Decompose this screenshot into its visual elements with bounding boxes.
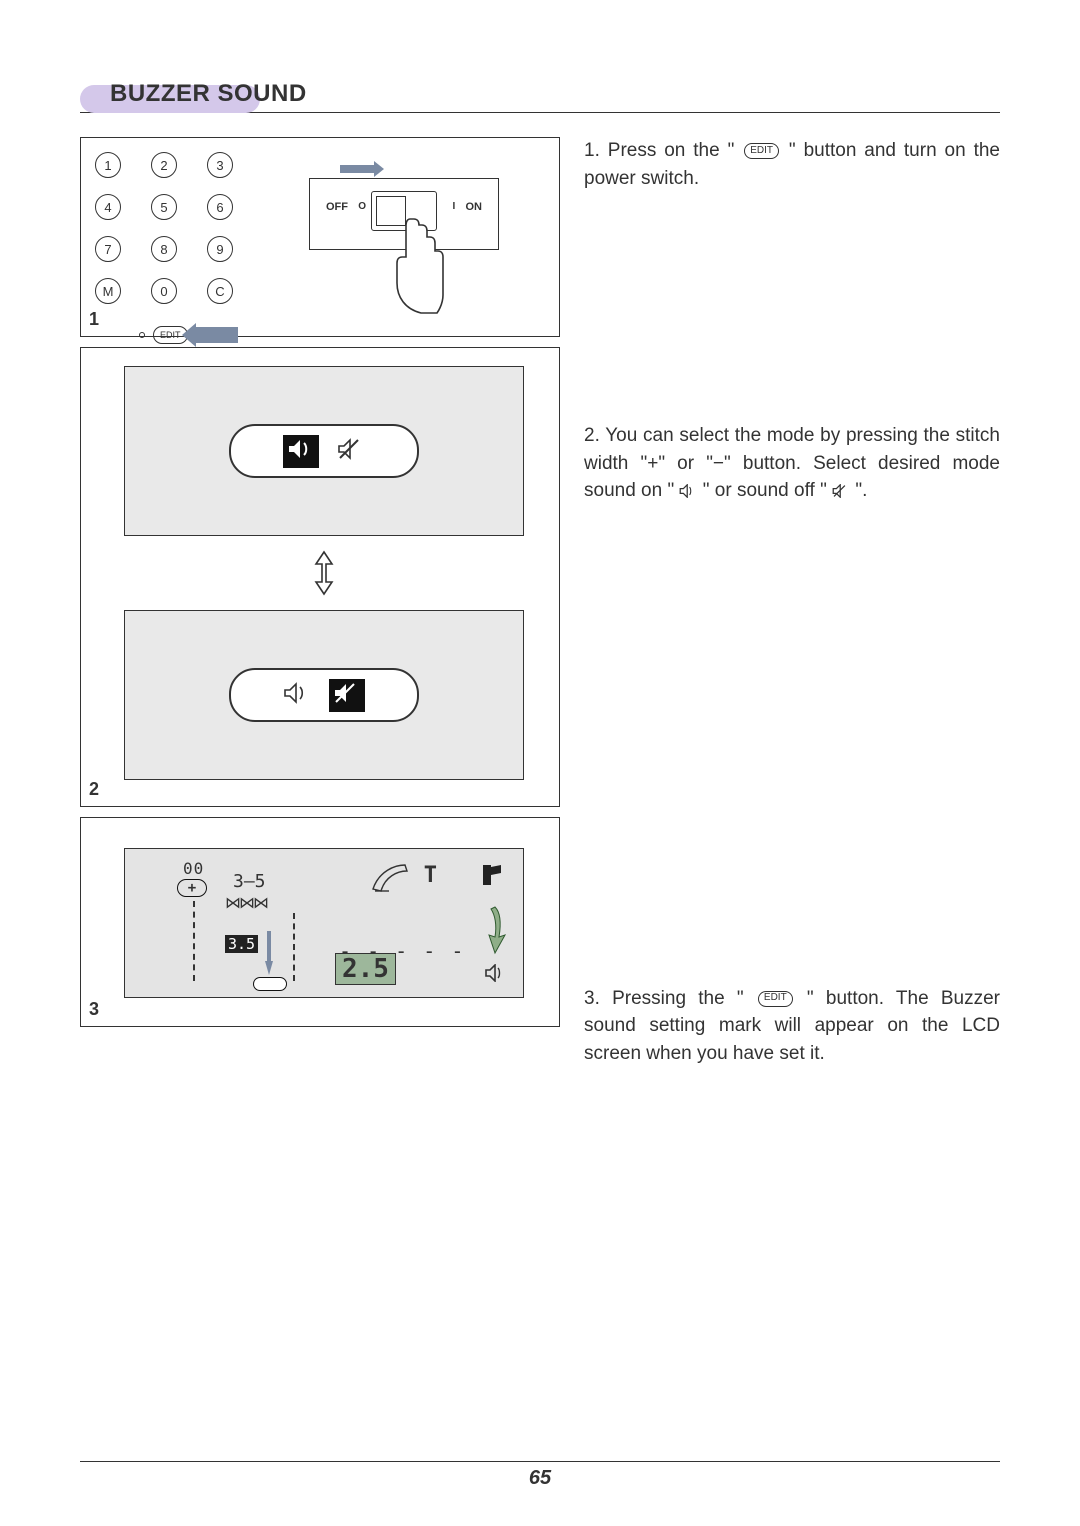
key-9[interactable]: 9 [207,236,233,262]
lcd-width-value: 3.5 [225,935,258,953]
panel-3: 00 + 3–5 ⋈⋈⋈ T 3.5 [80,817,560,1027]
panel-2-number: 2 [89,779,99,800]
edit-row: EDIT [95,320,241,350]
keypad: 1 2 3 4 5 6 7 8 9 M 0 C EDIT [95,152,241,326]
step-2-text: 2. You can select the mode by pressing t… [584,422,1000,505]
lcd-chain: ⋈⋈⋈ [225,893,267,912]
key-5[interactable]: 5 [151,194,177,220]
key-0[interactable]: 0 [151,278,177,304]
arrow-right-icon [340,165,374,173]
key-3[interactable]: 3 [207,152,233,178]
presser-foot-icon [369,861,411,895]
content-columns: 1 2 3 4 5 6 7 8 9 M 0 C EDIT [80,137,1000,1067]
sound-off-icon [329,679,365,712]
plus-button-icon: + [177,879,207,897]
updown-arrow-icon [312,550,336,596]
lcd-dash-2 [293,913,295,981]
key-2[interactable]: 2 [151,152,177,178]
green-arrow-icon [487,905,507,955]
step-2-num: 2. [584,425,600,446]
sound-mark-icon [485,964,507,987]
switch-frame: OFF O I ON [309,178,499,250]
key-4[interactable]: 4 [95,194,121,220]
lcd-range: 3–5 [233,871,266,892]
key-7[interactable]: 7 [95,236,121,262]
key-6[interactable]: 6 [207,194,233,220]
panel-1-number: 1 [89,309,99,330]
edit-icon: EDIT [758,991,793,1007]
panel-2: 2 [80,347,560,807]
footer-rule [80,1461,1000,1462]
sound-on-icon [283,435,319,468]
mode-pill-on [229,424,419,478]
step-3-a: Pressing the " [612,988,756,1009]
key-8[interactable]: 8 [151,236,177,262]
lcd-length-value: 2.5 [335,953,396,985]
page-number: 65 [0,1467,1080,1490]
needle-icon [263,931,275,975]
lcd-t-label: T [424,863,437,888]
step-1-num: 1. [584,140,600,161]
sound-off-icon [337,437,365,466]
panel-1: 1 2 3 4 5 6 7 8 9 M 0 C EDIT [80,137,560,337]
lcd-value-mm: 00 [183,859,204,878]
step-1-text: 1. Press on the " EDIT " button and turn… [584,137,1000,192]
left-column: 1 2 3 4 5 6 7 8 9 M 0 C EDIT [80,137,560,1067]
sound-on-icon [283,681,311,710]
step-3-text: 3. Pressing the " EDIT " button. The Buz… [584,985,1000,1068]
power-switch-illustration: OFF O I ON [259,152,549,326]
edit-icon: EDIT [744,143,779,159]
key-m[interactable]: M [95,278,121,304]
lcd-sound-off [124,610,524,780]
page-title: BUZZER SOUND [80,80,1000,108]
lcd-sound-on [124,366,524,536]
manual-page: BUZZER SOUND 1 2 3 4 5 6 7 8 9 M 0 C [0,0,1080,1526]
step-1-a: Press on the " [608,140,742,161]
flag-icon [481,863,503,891]
key-c[interactable]: C [207,278,233,304]
panel-3-number: 3 [89,999,99,1020]
sound-on-icon [679,484,697,498]
step-3-num: 3. [584,988,600,1009]
step-2-c: ". [850,480,867,501]
key-1[interactable]: 1 [95,152,121,178]
sound-off-icon [832,484,850,498]
mode-pill-off [229,668,419,722]
lcd-oval [253,977,287,991]
hand-icon [377,213,467,323]
arrow-left-icon [196,327,238,343]
lcd-dash-1 [193,901,195,981]
edit-indicator-dot [139,332,145,338]
on-label: ON [466,201,483,213]
lcd-readout: 00 + 3–5 ⋈⋈⋈ T 3.5 [124,848,524,998]
off-label: OFF [326,201,348,213]
right-column: 1. Press on the " EDIT " button and turn… [584,137,1000,1067]
step-2-b: " or sound off " [697,480,832,501]
